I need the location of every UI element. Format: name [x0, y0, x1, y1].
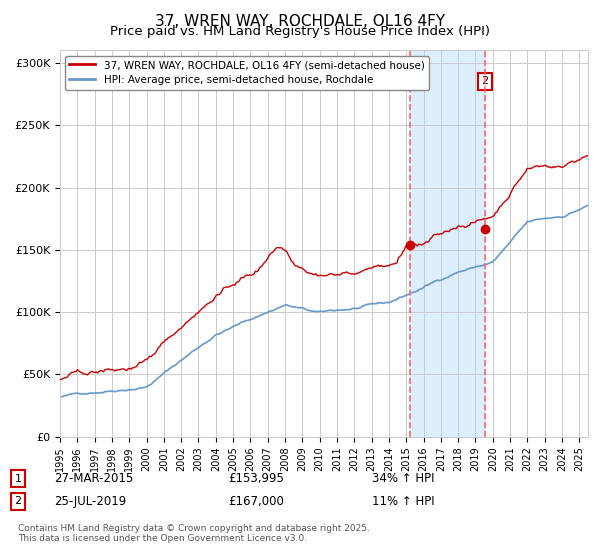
Text: 2: 2 [482, 76, 489, 86]
Text: 34% ↑ HPI: 34% ↑ HPI [372, 472, 434, 486]
Text: 2: 2 [14, 496, 22, 506]
Text: 37, WREN WAY, ROCHDALE, OL16 4FY: 37, WREN WAY, ROCHDALE, OL16 4FY [155, 14, 445, 29]
Bar [410, 50, 485, 437]
Text: 27-MAR-2015: 27-MAR-2015 [54, 472, 133, 486]
Text: 1: 1 [14, 474, 22, 484]
Text: £167,000: £167,000 [228, 494, 284, 508]
Legend: 37, WREN WAY, ROCHDALE, OL16 4FY (semi-detached house), HPI: Average price, semi: 37, WREN WAY, ROCHDALE, OL16 4FY (semi-d… [65, 55, 429, 90]
Text: 25-JUL-2019: 25-JUL-2019 [54, 494, 126, 508]
Text: 11% ↑ HPI: 11% ↑ HPI [372, 494, 434, 508]
Text: 1: 1 [407, 76, 414, 86]
Text: £153,995: £153,995 [228, 472, 284, 486]
Text: Contains HM Land Registry data © Crown copyright and database right 2025.
This d: Contains HM Land Registry data © Crown c… [18, 524, 370, 543]
Text: Price paid vs. HM Land Registry's House Price Index (HPI): Price paid vs. HM Land Registry's House … [110, 25, 490, 38]
